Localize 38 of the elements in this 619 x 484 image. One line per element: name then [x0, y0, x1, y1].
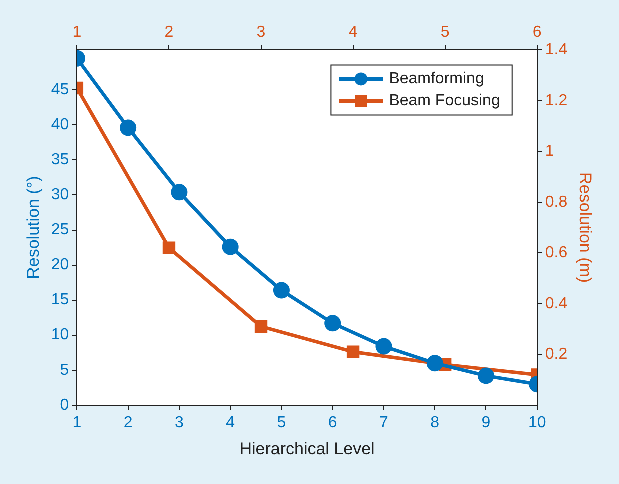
y-tick-label: 25 — [51, 222, 70, 239]
x-tick-label: 9 — [482, 414, 491, 432]
x2-tick-label: 4 — [348, 24, 358, 42]
y2-tick-label: 0.6 — [545, 244, 568, 262]
y2-tick-label: 1.2 — [545, 92, 568, 110]
y2-tick-label: 0.8 — [545, 194, 568, 211]
y2-tick-label: 1 — [545, 143, 554, 160]
x-tick-label: 6 — [328, 414, 338, 432]
y-tick-label: 45 — [51, 82, 70, 99]
x2-tick-label: 6 — [532, 24, 542, 42]
x-axis-title: Hierarchical Level — [240, 439, 375, 458]
x-tick-label: 10 — [528, 414, 546, 432]
y-tick-label: 15 — [51, 292, 70, 309]
y2-tick-label: 0.4 — [545, 295, 568, 312]
legend-label: Beam Focusing — [389, 92, 500, 110]
x-tick-label: 8 — [430, 414, 440, 432]
x-tick-label: 5 — [277, 414, 286, 432]
x2-tick-label: 1 — [72, 24, 82, 42]
y-axis-title: Resolution (°) — [24, 176, 43, 280]
y2-tick-label: 0.2 — [545, 346, 568, 364]
x-tick-label: 4 — [226, 414, 236, 432]
y-tick-label: 40 — [51, 116, 70, 134]
x-tick-label: 1 — [72, 414, 82, 432]
x2-tick-label: 2 — [164, 24, 174, 42]
y2-tick-label: 1.4 — [545, 42, 568, 59]
y-tick-label: 20 — [51, 256, 70, 274]
x-tick-label: 3 — [175, 414, 184, 432]
x-tick-label: 2 — [124, 414, 133, 432]
y-tick-label: 10 — [51, 326, 70, 344]
x2-tick-label: 5 — [440, 24, 450, 42]
y-tick-label: 30 — [51, 186, 70, 204]
y-tick-label: 5 — [60, 362, 70, 379]
x2-tick-label: 3 — [256, 24, 266, 42]
y-tick-label: 0 — [60, 396, 70, 414]
y2-axis-title: Resolution (m) — [576, 172, 596, 284]
y-tick-label: 35 — [51, 152, 70, 169]
legend-label: Beamforming — [389, 70, 484, 88]
x-tick-label: 7 — [380, 414, 389, 432]
